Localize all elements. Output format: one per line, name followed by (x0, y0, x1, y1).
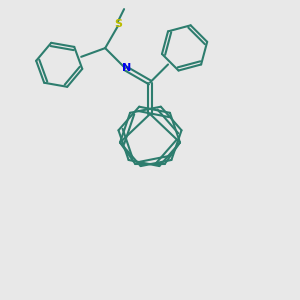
Text: S: S (114, 19, 122, 28)
Text: N: N (122, 63, 131, 73)
